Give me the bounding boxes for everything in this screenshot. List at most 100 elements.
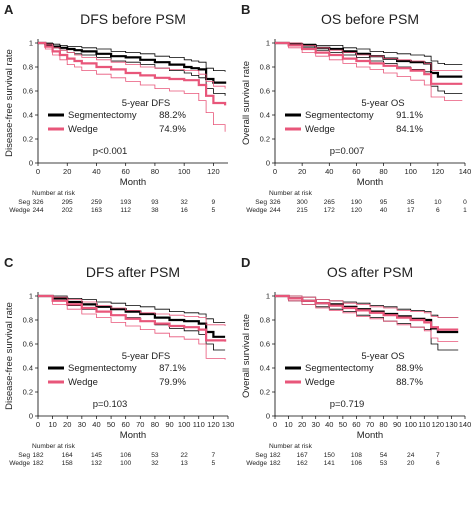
risk-row-label: Wedge <box>9 207 30 214</box>
x-tick-label: 0 <box>36 167 40 176</box>
risk-row-label: Seg <box>18 199 30 206</box>
series-wedge <box>275 41 463 101</box>
risk-value: 215 <box>297 207 308 214</box>
risk-value: 295 <box>62 199 73 206</box>
x-tick-label: 0 <box>36 420 40 429</box>
risk-value: 7 <box>436 452 440 459</box>
ci-upper-line <box>38 42 226 89</box>
x-tick-label: 60 <box>352 420 360 429</box>
x-tick-label: 40 <box>92 167 100 176</box>
risk-value: 7 <box>212 452 216 459</box>
risk-value: 10 <box>434 199 442 206</box>
y-tick-label: 0 <box>29 412 33 421</box>
legend-rate: 79.9% <box>159 377 186 388</box>
chart-title: OS before PSM <box>321 11 419 27</box>
p-value: p<0.001 <box>93 146 128 157</box>
chart-panel-d: D OS after PSM Overall survival rate 0 0.2 0.… <box>241 255 472 467</box>
risk-value: 108 <box>351 452 362 459</box>
risk-value: 326 <box>269 199 280 206</box>
risk-value: 17 <box>407 207 415 214</box>
y-tick-label: 0.6 <box>260 87 270 96</box>
risk-table-title: Number at risk <box>269 190 313 197</box>
risk-row-label: Seg <box>255 452 267 459</box>
chart-panel-b: B OS before PSM Overall survival rate 0 0.2 0… <box>241 2 472 214</box>
y-tick-label: 0.6 <box>23 87 33 96</box>
y-tick-label: 1 <box>266 39 270 48</box>
risk-value: 259 <box>91 199 102 206</box>
y-tick-label: 0 <box>29 159 33 168</box>
survival-curve <box>275 294 459 331</box>
y-tick-label: 0.4 <box>23 111 33 120</box>
legend-name: Wedge <box>305 377 335 388</box>
panel-a: A DFS before PSM Disease-free survival rat… <box>0 0 237 253</box>
series-wedge <box>275 294 459 342</box>
risk-value: 40 <box>380 207 388 214</box>
x-tick-label: 20 <box>298 167 306 176</box>
risk-value: 9 <box>212 199 216 206</box>
x-tick-label: 120 <box>207 167 220 176</box>
x-tick-label: 80 <box>379 167 387 176</box>
risk-value: 120 <box>351 207 362 214</box>
y-tick-label: 0.2 <box>23 135 33 144</box>
survival-curve <box>38 41 227 106</box>
x-tick-label: 100 <box>178 167 191 176</box>
x-tick-label: 50 <box>339 420 347 429</box>
chart-title: OS after PSM <box>327 264 413 280</box>
survival-curve <box>275 41 463 85</box>
survival-curve <box>38 41 227 84</box>
x-tick-label: 40 <box>325 167 333 176</box>
survival-curve <box>38 294 227 342</box>
risk-value: 106 <box>120 452 131 459</box>
chart-panel-c: C DFS after PSM Disease-free survival rate… <box>4 255 234 467</box>
risk-value: 167 <box>297 452 308 459</box>
legend-rate: 84.1% <box>396 124 423 135</box>
x-tick-label: 70 <box>366 420 374 429</box>
ci-upper-line <box>38 295 226 326</box>
x-tick-label: 50 <box>107 420 115 429</box>
legend-header: 5-year OS <box>361 98 404 109</box>
x-axis-label: Month <box>357 177 383 188</box>
y-tick-label: 1 <box>266 292 270 301</box>
risk-value: 244 <box>32 207 43 214</box>
panel-label: D <box>241 255 250 270</box>
legend-name: Segmentectomy <box>305 363 374 374</box>
x-tick-label: 100 <box>404 420 417 429</box>
risk-value: 202 <box>62 207 73 214</box>
risk-value: 6 <box>436 207 440 214</box>
y-tick-label: 0.4 <box>260 111 270 120</box>
risk-value: 35 <box>407 199 415 206</box>
x-tick-label: 120 <box>432 167 445 176</box>
x-tick-label: 0 <box>273 420 277 429</box>
risk-value: 244 <box>269 207 280 214</box>
x-tick-label: 10 <box>48 420 56 429</box>
ci-lower-line <box>38 42 226 132</box>
y-tick-label: 0.8 <box>23 316 33 325</box>
y-tick-label: 0 <box>266 412 270 421</box>
y-axis-label: Disease-free survival rate <box>4 49 15 157</box>
risk-row-label: Wedge <box>246 460 267 467</box>
y-axis-label: Overall survival rate <box>241 314 252 398</box>
risk-value: 16 <box>180 207 188 214</box>
chart-title: DFS after PSM <box>86 264 180 280</box>
legend-name: Segmentectomy <box>68 110 137 121</box>
risk-value: 141 <box>324 460 335 467</box>
y-tick-label: 1 <box>29 39 33 48</box>
panel-d: D OS after PSM Overall survival rate 0 0.2 0.… <box>237 253 474 506</box>
ci-lower-line <box>38 295 226 360</box>
x-tick-label: 140 <box>459 420 472 429</box>
ci-upper-line <box>275 295 459 318</box>
risk-row-label: Wedge <box>246 207 267 214</box>
y-tick-label: 1 <box>29 292 33 301</box>
series-segmentectomy <box>38 41 227 96</box>
ci-upper-line <box>38 42 226 72</box>
risk-value: 326 <box>32 199 43 206</box>
x-tick-label: 140 <box>459 167 472 176</box>
risk-table-title: Number at risk <box>32 190 76 197</box>
p-value: p=0.007 <box>330 146 365 157</box>
risk-row-label: Wedge <box>9 460 30 467</box>
y-tick-label: 0.8 <box>23 63 33 72</box>
x-tick-label: 120 <box>207 420 220 429</box>
x-tick-label: 60 <box>122 420 130 429</box>
risk-value: 22 <box>180 452 188 459</box>
risk-value: 182 <box>269 452 280 459</box>
